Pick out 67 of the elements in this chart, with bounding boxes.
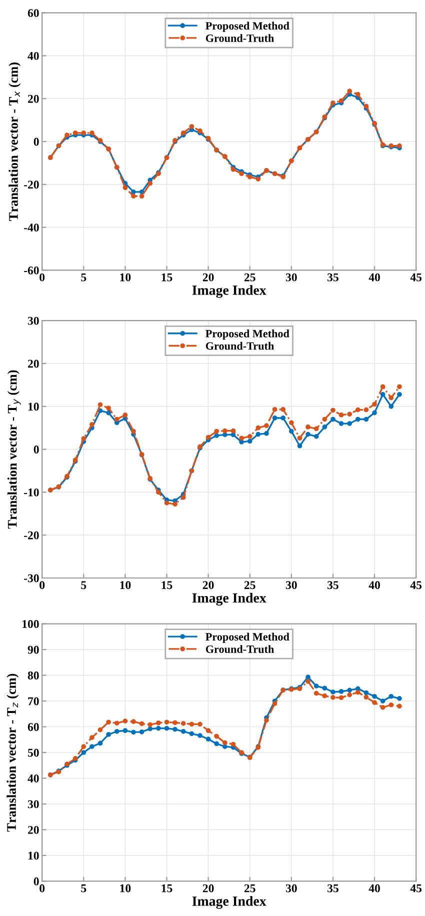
- legend-label: Ground-Truth: [206, 34, 274, 42]
- y-axis-title: Translation vector - T$_{z}$ (cm): [6, 674, 19, 832]
- y-tick-label: 40: [28, 774, 39, 782]
- x-tick-label: 30: [286, 273, 297, 282]
- y-tick-label: 70: [28, 697, 39, 706]
- x-axis-title: Image Index: [192, 592, 266, 606]
- x-tick-label: 40: [368, 273, 380, 282]
- x-tick-label: 0: [40, 884, 45, 892]
- y-tick-label: 20: [28, 94, 39, 103]
- x-tick-label: 15: [162, 273, 172, 282]
- y-tick-label: 60: [28, 9, 39, 18]
- x-tick-label: 5: [81, 884, 86, 892]
- y-tick-label: -30: [24, 574, 39, 582]
- y-tick-label: 0: [34, 138, 39, 146]
- y-tick-label: 20: [28, 360, 39, 368]
- y-tick-label: 80: [28, 672, 39, 680]
- y-tick-label: -10: [24, 488, 39, 496]
- legend-label: Proposed Method: [206, 22, 290, 32]
- x-tick-label: 10: [120, 581, 131, 590]
- y-tick-label: 100: [22, 620, 39, 628]
- x-tick-label: 40: [368, 581, 380, 590]
- x-tick-label: 25: [244, 884, 256, 892]
- x-tick-label: 0: [40, 581, 45, 590]
- y-tick-label: 90: [28, 646, 39, 654]
- y-axis-title: Translation vector - T$_{x}$ (cm): [8, 62, 21, 221]
- y-tick-label: -20: [24, 180, 39, 189]
- x-tick-label: 15: [162, 884, 172, 892]
- y-tick-label: 60: [28, 723, 39, 731]
- x-tick-label: 40: [368, 884, 380, 892]
- y-tick-label: -40: [24, 224, 39, 232]
- x-axis-title: Image Index: [192, 896, 266, 909]
- x-tick-label: 5: [81, 273, 86, 282]
- x-tick-label: 30: [286, 581, 297, 590]
- y-tick-label: 40: [28, 52, 39, 60]
- y-tick-label: 0: [34, 446, 39, 454]
- legend-label: Proposed Method: [206, 330, 290, 340]
- x-tick-label: 10: [120, 273, 131, 282]
- legend-label: Proposed Method: [206, 632, 290, 643]
- x-tick-label: 10: [120, 884, 131, 892]
- y-tick-label: 20: [28, 826, 39, 834]
- x-tick-label: 5: [81, 581, 86, 590]
- y-tick-label: 50: [28, 748, 39, 757]
- x-axis-title: Image Index: [192, 285, 266, 298]
- y-tick-label: -60: [24, 266, 39, 274]
- y-tick-label: 10: [28, 852, 39, 860]
- x-tick-label: 25: [244, 273, 256, 282]
- y-tick-label: 0: [34, 877, 39, 886]
- x-tick-label: 15: [162, 581, 172, 590]
- y-tick-label: 30: [28, 316, 39, 325]
- x-tick-label: 0: [40, 273, 45, 282]
- x-tick-label: 35: [328, 273, 338, 282]
- legend-label: Ground-Truth: [206, 645, 274, 653]
- x-tick-label: 45: [410, 581, 422, 590]
- x-tick-label: 30: [286, 884, 297, 892]
- x-tick-label: 20: [202, 581, 214, 590]
- x-tick-label: 35: [328, 581, 338, 590]
- x-tick-label: 20: [202, 273, 214, 282]
- y-tick-label: 30: [28, 800, 39, 808]
- x-tick-label: 25: [244, 581, 256, 590]
- x-tick-label: 35: [328, 884, 338, 892]
- y-tick-label: -20: [24, 531, 39, 540]
- x-tick-label: 45: [410, 884, 422, 892]
- legend-label: Ground-Truth: [206, 342, 274, 350]
- y-axis-title: Translation vector - T$_{y}$ (cm): [7, 370, 21, 529]
- x-tick-label: 20: [202, 884, 214, 892]
- x-tick-label: 45: [410, 273, 422, 282]
- y-tick-label: 10: [28, 402, 39, 411]
